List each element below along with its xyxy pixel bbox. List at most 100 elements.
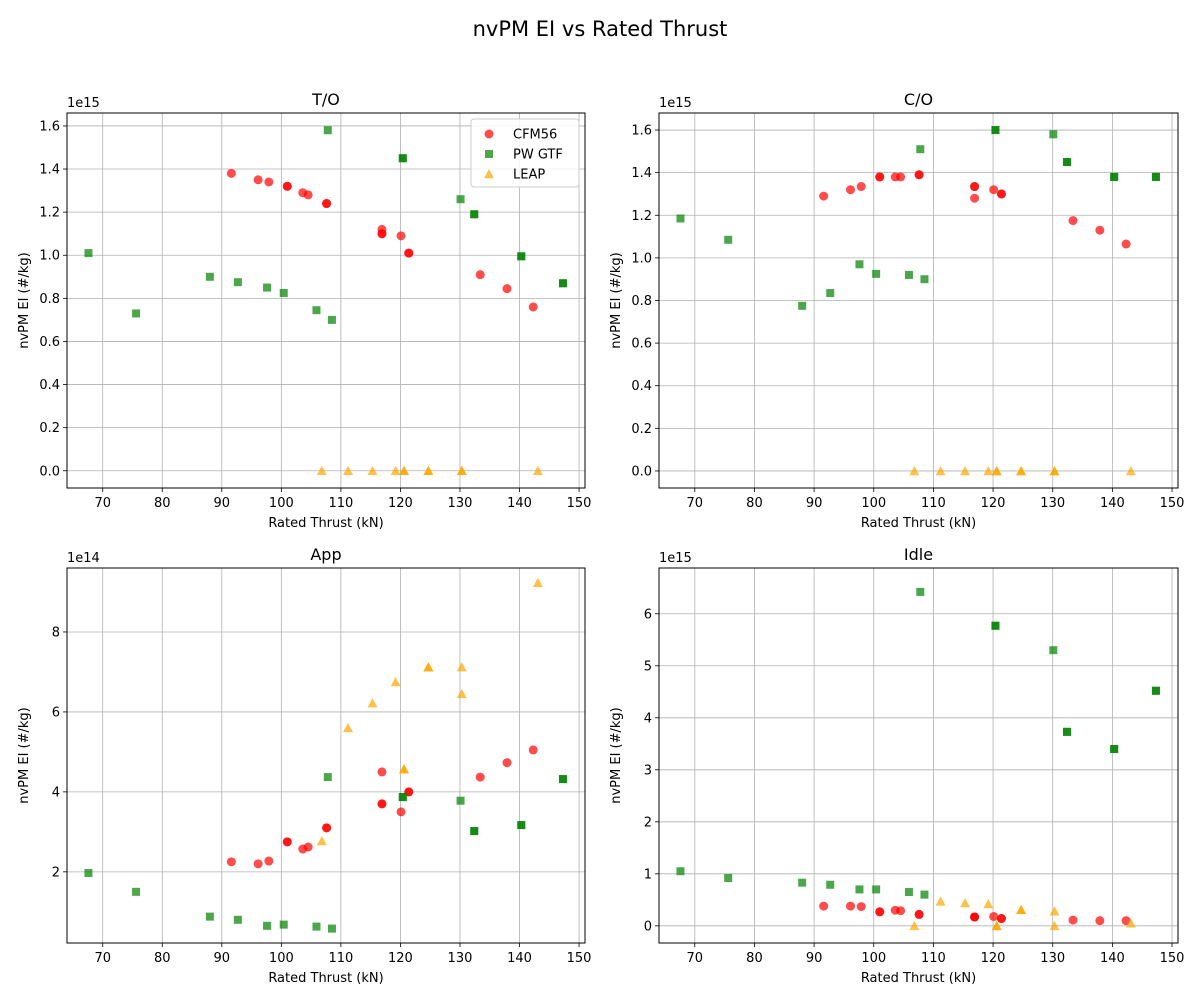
data-point-leap	[423, 662, 434, 672]
chart-panel-app: 70 80 90 100 110 120 130 140 150 2 4 6 8 App 1e14 Rated…	[17, 545, 591, 986]
data-point-pw-gtf	[205, 912, 214, 921]
series-pw-gtf	[84, 126, 567, 324]
data-point-leap	[960, 897, 971, 908]
x-tick-label: 120	[388, 496, 413, 511]
x-tick-label: 80	[154, 951, 171, 966]
x-tick-label: 90	[214, 951, 231, 966]
data-point-cfm56	[914, 909, 924, 919]
data-point-cfm56	[377, 229, 387, 239]
chart-panel-idle: 70 80 90 100 110 120 130 140 150 0 1 2 3 4 5 6 Idle 1e15 R…	[609, 545, 1184, 986]
x-tick-label: 130	[448, 951, 473, 966]
data-point-pw-gtf	[327, 924, 336, 933]
y-tick-label: 1.6	[39, 119, 60, 134]
data-point-pw-gtf	[1049, 130, 1058, 139]
x-tick-label: 150	[1160, 951, 1185, 966]
series-pw-gtf	[676, 126, 1160, 310]
x-tick-label: 110	[921, 496, 946, 511]
data-point-pw-gtf	[323, 126, 332, 135]
x-tick-label: 70	[687, 496, 704, 511]
data-point-pw-gtf	[676, 867, 685, 876]
data-point-pw-gtf	[470, 827, 479, 836]
data-point-pw-gtf	[312, 306, 321, 315]
data-point-pw-gtf	[470, 210, 479, 219]
data-point-cfm56	[475, 772, 485, 782]
data-point-leap	[367, 698, 378, 708]
y-tick-label: 0.2	[631, 422, 652, 437]
data-point-cfm56	[502, 758, 512, 768]
data-point-cfm56	[528, 302, 538, 312]
series-leap	[909, 896, 1136, 931]
data-point-cfm56	[253, 175, 263, 185]
x-axis-label: Rated Thrust (kN)	[268, 971, 383, 986]
y-tick-label: 0	[644, 919, 652, 934]
legend-label-pw-gtf: PW GTF	[513, 148, 563, 163]
data-point-cfm56	[396, 231, 406, 241]
data-point-pw-gtf	[872, 885, 881, 894]
data-point-cfm56	[404, 248, 414, 258]
data-point-pw-gtf	[279, 920, 288, 929]
data-point-pw-gtf	[312, 922, 321, 931]
y-tick-label: 0.2	[39, 421, 60, 436]
data-point-cfm56	[989, 185, 999, 195]
data-point-pw-gtf	[798, 301, 807, 310]
data-point-pw-gtf	[855, 885, 864, 894]
data-point-cfm56	[226, 168, 236, 178]
data-point-pw-gtf	[855, 260, 864, 269]
x-axis-label: Rated Thrust (kN)	[861, 516, 976, 531]
data-point-pw-gtf	[904, 270, 913, 279]
data-point-pw-gtf	[456, 195, 465, 204]
data-point-leap	[456, 688, 467, 699]
data-point-pw-gtf	[205, 272, 214, 281]
data-point-cfm56	[377, 799, 387, 809]
panel-title: App	[310, 545, 341, 564]
y-tick-label: 8	[52, 625, 60, 640]
data-point-pw-gtf	[398, 154, 407, 163]
x-tick-label: 110	[328, 951, 353, 966]
legend-marker-cfm56	[484, 129, 494, 139]
data-point-leap	[456, 662, 467, 672]
data-point-pw-gtf	[920, 275, 929, 284]
data-point-pw-gtf	[1151, 172, 1160, 181]
data-point-cfm56	[856, 902, 866, 912]
data-point-cfm56	[282, 837, 292, 847]
y-axis-label: nvPM EI (#/kg)	[609, 252, 624, 349]
data-point-leap	[960, 465, 971, 476]
x-tick-label: 120	[981, 496, 1006, 511]
data-point-leap	[935, 896, 946, 906]
data-point-leap	[398, 764, 409, 774]
x-tick-label: 80	[154, 496, 171, 511]
data-point-pw-gtf	[1110, 172, 1119, 181]
data-point-cfm56	[1095, 225, 1105, 235]
y-offset-label: 1e14	[67, 551, 100, 566]
data-point-pw-gtf	[1049, 646, 1058, 655]
data-point-leap	[1049, 920, 1060, 931]
series-leap	[316, 577, 543, 846]
data-point-leap	[367, 465, 378, 476]
y-tick-label: 1.4	[631, 166, 652, 181]
data-point-cfm56	[970, 182, 980, 192]
y-tick-label: 3	[644, 763, 652, 778]
data-point-pw-gtf	[558, 775, 567, 784]
data-point-leap	[343, 722, 354, 733]
x-tick-label: 80	[746, 496, 763, 511]
legend: CFM56 PW GTF LEAP	[470, 118, 580, 188]
y-axis-label: nvPM EI (#/kg)	[609, 707, 624, 804]
data-point-pw-gtf	[456, 796, 465, 805]
data-point-cfm56	[282, 181, 292, 191]
legend-box	[470, 118, 580, 188]
data-point-cfm56	[264, 177, 274, 187]
series-pw-gtf	[676, 587, 1160, 899]
data-point-pw-gtf	[132, 887, 141, 896]
axes-frame	[66, 567, 586, 944]
x-axis-label: Rated Thrust (kN)	[861, 971, 976, 986]
data-point-cfm56	[1121, 916, 1131, 926]
y-tick-label: 0.4	[631, 379, 652, 394]
series-pw-gtf	[84, 773, 567, 933]
data-point-pw-gtf	[916, 587, 925, 596]
data-point-cfm56	[896, 172, 906, 182]
panel-title: C/O	[904, 90, 933, 109]
data-point-pw-gtf	[1151, 686, 1160, 695]
data-point-pw-gtf	[1063, 727, 1072, 736]
x-tick-label: 70	[94, 496, 111, 511]
